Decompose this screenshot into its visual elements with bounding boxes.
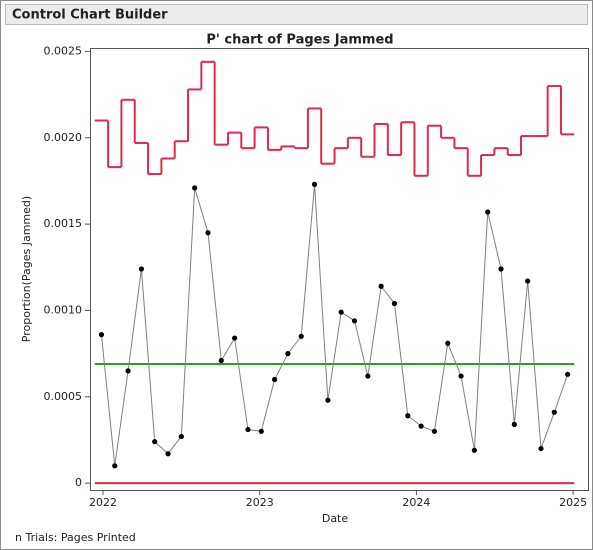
x-tick-label: 2025 [559, 496, 587, 509]
point [418, 423, 424, 429]
point [378, 283, 384, 289]
y-tick-label: 0.0025 [44, 44, 83, 57]
point [311, 181, 318, 187]
point [192, 185, 198, 191]
y-tick-label: 0.0010 [44, 303, 83, 316]
y-tick-label: 0 [75, 476, 82, 489]
point [525, 278, 531, 284]
point [485, 209, 491, 215]
point [112, 463, 118, 469]
point [445, 340, 451, 346]
point [458, 373, 464, 379]
header-title: Control Chart Builder [12, 8, 168, 23]
point [165, 451, 171, 457]
point [218, 357, 224, 364]
y-tick-label: 0.0015 [44, 217, 83, 230]
x-tick-label: 2024 [402, 496, 430, 509]
point [285, 351, 291, 357]
point [338, 309, 344, 315]
point [125, 368, 131, 374]
point [511, 421, 517, 427]
x-tick-label: 2023 [246, 496, 274, 509]
header-bar [5, 4, 588, 25]
point [232, 335, 238, 341]
point [258, 428, 264, 434]
point [538, 445, 544, 452]
point [365, 373, 371, 379]
proportion-line [100, 184, 569, 466]
point [391, 300, 398, 307]
point [271, 376, 278, 383]
point [565, 371, 571, 377]
point [98, 332, 105, 338]
point [138, 266, 144, 272]
point [471, 447, 477, 453]
y-tick-label: 0.0005 [44, 390, 83, 403]
point [245, 426, 251, 433]
point [405, 413, 411, 419]
point [325, 397, 331, 403]
point [431, 428, 438, 434]
point [205, 230, 211, 236]
y-axis-label: Proportion(Pages Jammed) [20, 196, 33, 342]
chart-title: P' chart of Pages Jammed [206, 33, 393, 48]
point [498, 266, 504, 272]
point [152, 439, 158, 445]
point [178, 433, 184, 440]
point [351, 318, 358, 324]
x-tick-label: 2022 [89, 496, 117, 509]
plot-frame [90, 48, 589, 491]
point [298, 333, 304, 339]
y-tick-label: 0.0020 [44, 131, 83, 144]
footer: n Trials: Pages Printed [15, 531, 136, 544]
point [551, 409, 557, 415]
x-axis-label: Date [322, 512, 349, 525]
